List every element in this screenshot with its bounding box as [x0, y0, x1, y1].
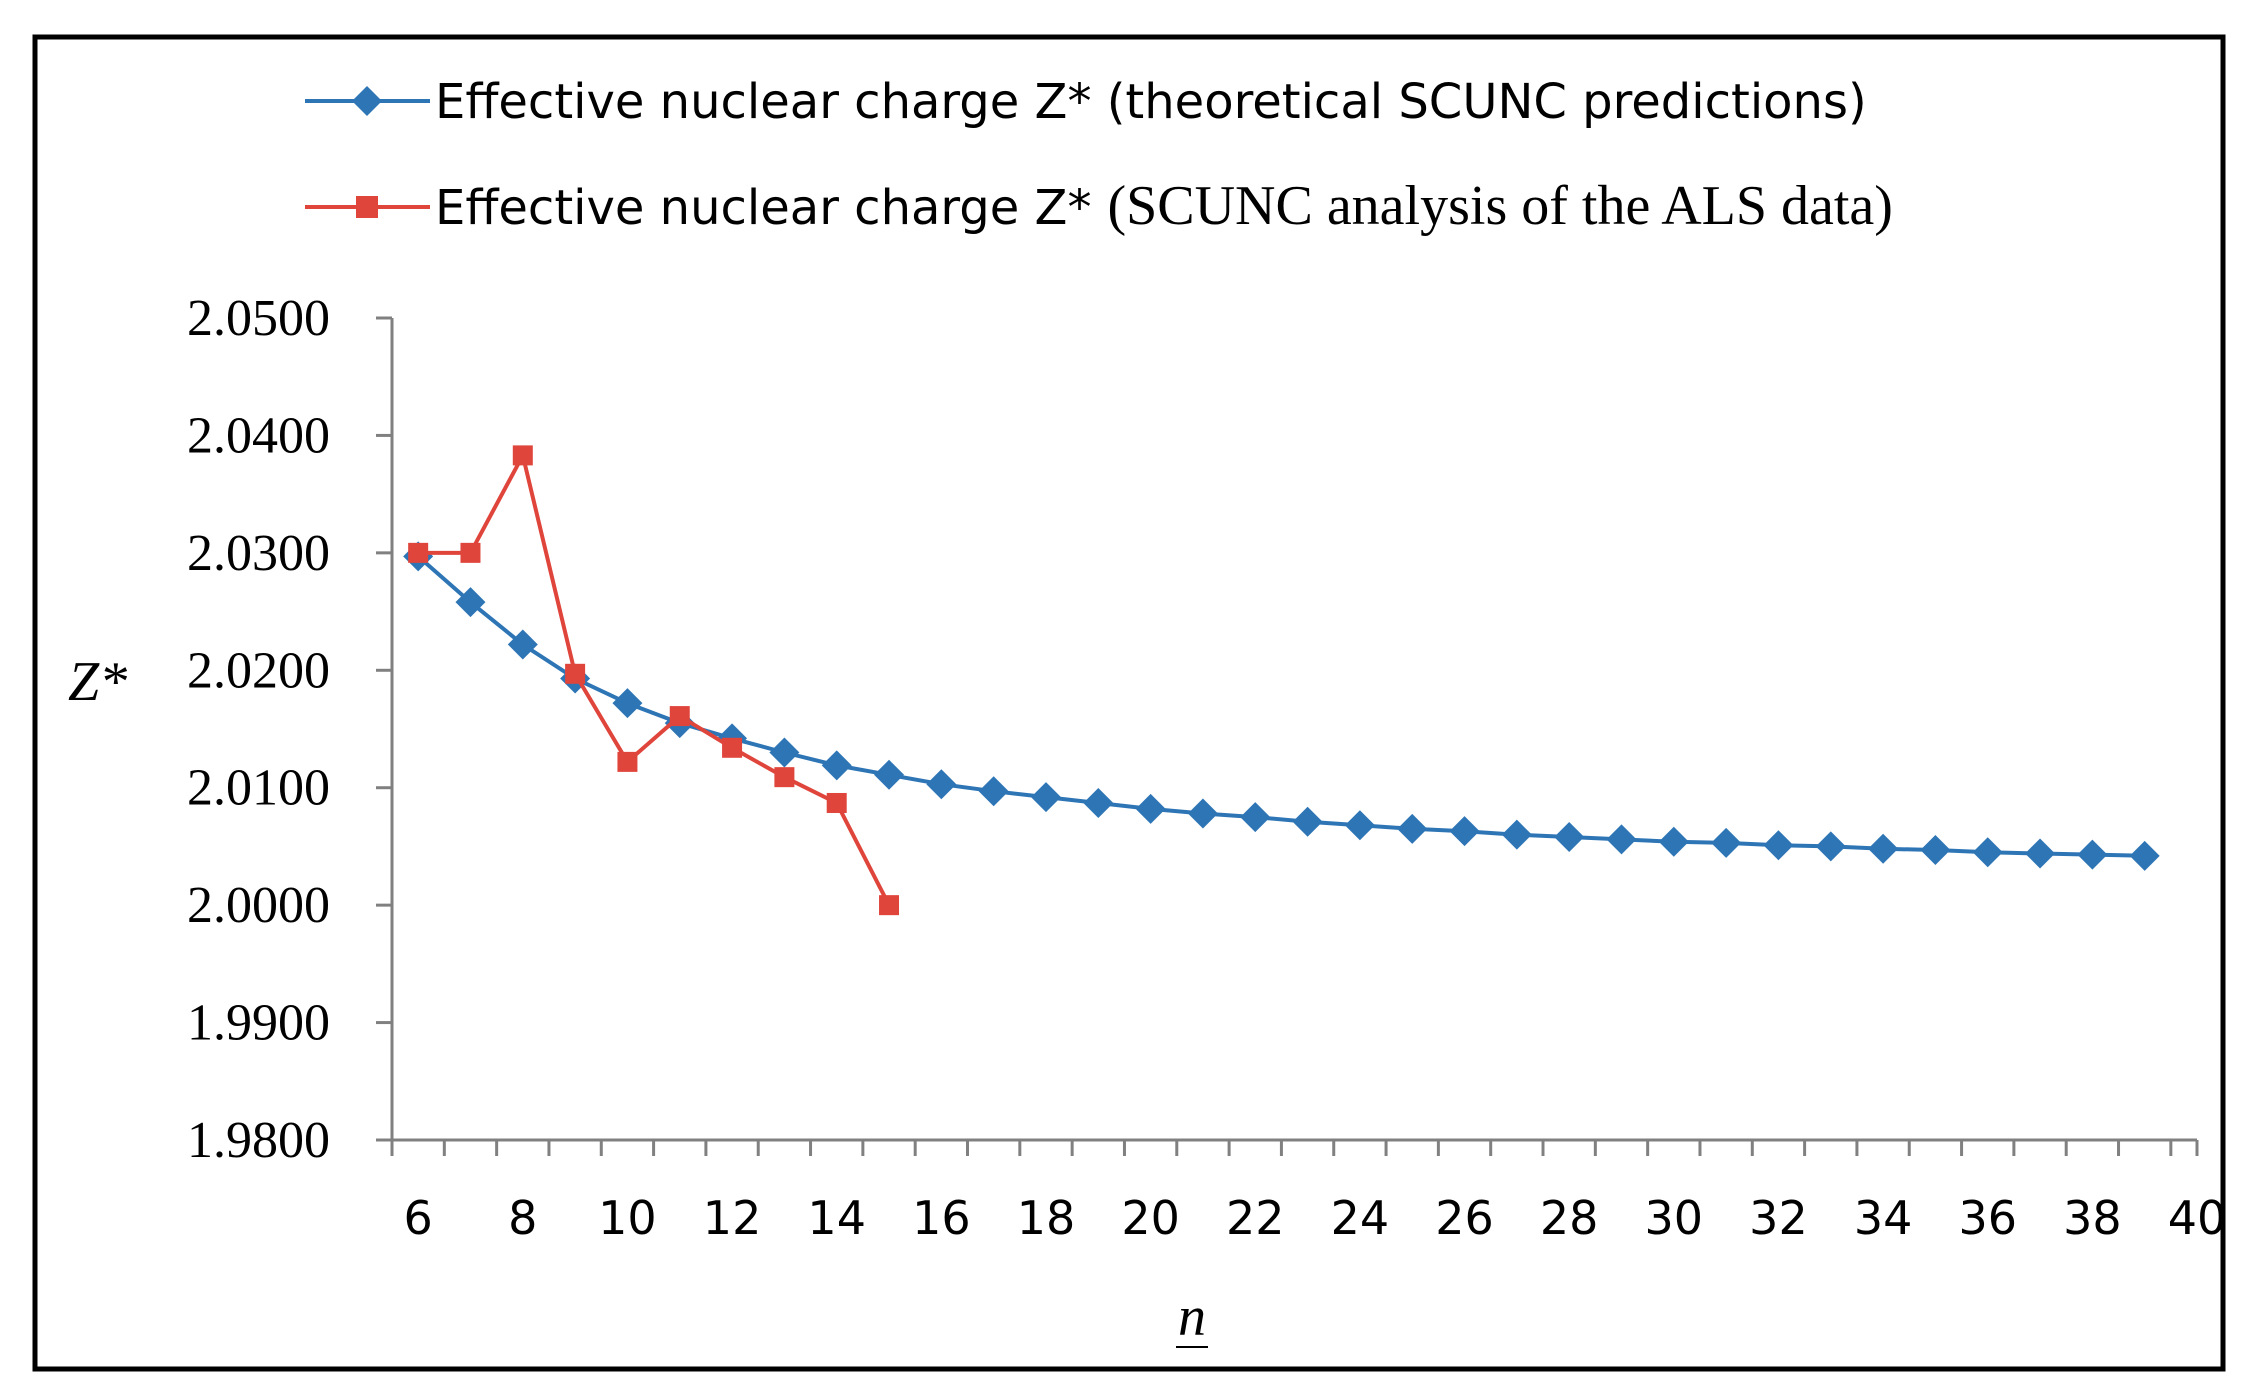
data-point — [1658, 826, 1689, 857]
series-line — [418, 449, 891, 907]
data-point — [1972, 837, 2003, 868]
data-point — [1868, 833, 1899, 864]
data-point — [1815, 831, 1846, 862]
y-tick-label: 2.0400 — [187, 407, 330, 464]
x-tick-label: 24 — [1331, 1191, 1390, 1245]
series-als — [408, 445, 900, 916]
x-tick-label: 6 — [404, 1191, 433, 1245]
y-tick-labels: 1.9800 1.9900 2.0000 2.0100 2.0200 2.0300 2.04… — [187, 290, 330, 1169]
data-point — [2129, 840, 2160, 871]
x-tick-label: 26 — [1435, 1191, 1494, 1245]
tick-marks — [376, 316, 2199, 1156]
y-tick-label: 1.9800 — [187, 1112, 330, 1169]
data-point — [455, 587, 486, 618]
data-point — [1606, 824, 1637, 855]
data-point — [507, 629, 538, 660]
data-point — [512, 445, 533, 466]
x-tick-label: 14 — [807, 1191, 866, 1245]
legend: Effective nuclear charge Z* (theoretical… — [305, 74, 1893, 237]
data-point — [617, 751, 638, 772]
data-point — [1397, 813, 1428, 844]
data-point — [1554, 822, 1585, 853]
x-tick-label: 8 — [508, 1191, 537, 1245]
x-axis-label: n — [1178, 1286, 1206, 1348]
data-point — [612, 688, 643, 719]
legend-marker-theoretical — [352, 86, 382, 116]
legend-label-als-prefix: Effective nuclear charge Z* — [435, 180, 1091, 236]
data-point — [1920, 834, 1951, 865]
y-tick-label: 2.0000 — [187, 877, 330, 934]
data-point — [1344, 810, 1375, 841]
data-point — [2025, 838, 2056, 869]
data-point — [722, 737, 743, 758]
x-tick-label: 28 — [1540, 1191, 1599, 1245]
x-tick-label: 40 — [2168, 1191, 2227, 1245]
data-point — [874, 759, 905, 790]
x-tick-label: 22 — [1226, 1191, 1285, 1245]
axes — [390, 318, 2197, 1142]
data-point — [826, 792, 847, 813]
data-point — [1187, 798, 1218, 829]
data-point — [879, 895, 900, 916]
x-tick-label: 10 — [598, 1191, 657, 1245]
data-point — [1030, 782, 1061, 813]
data-point — [769, 737, 800, 768]
x-tick-label: 20 — [1121, 1191, 1180, 1245]
y-axis-label: Z* — [68, 651, 127, 713]
data-point — [1292, 806, 1323, 837]
x-tick-label: 38 — [2063, 1191, 2122, 1245]
series-layer — [403, 445, 2160, 916]
data-point — [1501, 819, 1532, 850]
x-tick-label: 16 — [912, 1191, 971, 1245]
x-tick-label: 32 — [1749, 1191, 1808, 1245]
legend-marker-als — [356, 196, 378, 218]
x-tick-label: 18 — [1017, 1191, 1076, 1245]
x-tick-label: 12 — [703, 1191, 762, 1245]
data-point — [774, 767, 795, 788]
data-point — [978, 776, 1009, 807]
y-tick-label: 1.9900 — [187, 995, 330, 1052]
x-tick-label: 36 — [1958, 1191, 2017, 1245]
legend-label-theoretical: Effective nuclear charge Z* (theoretical… — [435, 74, 1867, 130]
legend-label-als-suffix: (SCUNC analysis of the ALS data) — [1107, 175, 1892, 237]
data-point — [1763, 830, 1794, 861]
x-tick-label: 34 — [1854, 1191, 1913, 1245]
data-point — [1711, 827, 1742, 858]
data-point — [408, 542, 429, 563]
data-point — [460, 542, 481, 563]
data-point — [1240, 802, 1271, 833]
data-point — [926, 769, 957, 800]
series-theoretical — [403, 541, 2160, 871]
data-point — [1083, 787, 1114, 818]
data-point — [1449, 816, 1480, 847]
data-point — [821, 750, 852, 781]
y-tick-label: 2.0100 — [187, 760, 330, 817]
data-point — [2077, 839, 2108, 870]
y-tick-label: 2.0500 — [187, 290, 330, 347]
y-tick-label: 2.0200 — [187, 642, 330, 699]
data-point — [565, 663, 586, 684]
x-tick-label: 30 — [1645, 1191, 1704, 1245]
data-point — [1135, 793, 1166, 824]
legend-label-als: Effective nuclear charge Z* (SCUNC analy… — [435, 175, 1893, 237]
x-tick-labels: 6 8 10 12 14 16 18 20 22 24 26 28 30 32 34 36 38 40 — [404, 1191, 2227, 1245]
data-point — [669, 706, 690, 727]
y-tick-label: 2.0300 — [187, 525, 330, 582]
